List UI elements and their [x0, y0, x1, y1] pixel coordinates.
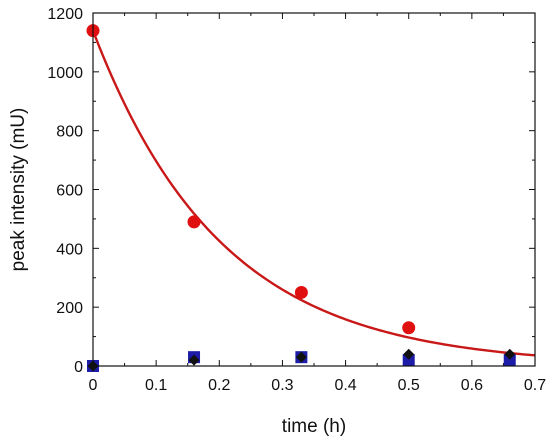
x-tick-label: 0.7	[524, 377, 546, 394]
y-tick-label: 0	[74, 359, 83, 376]
x-tick-label: 0.6	[461, 377, 483, 394]
data-point-square	[402, 354, 415, 367]
x-tick-label: 0.3	[271, 377, 293, 394]
x-axis-label: time (h)	[282, 416, 346, 437]
y-tick-label: 1200	[47, 6, 83, 23]
y-axis-label: peak intensity (mU)	[8, 108, 29, 272]
tick-label-layer: 0 0.1 0.2 0.3 0.4 0.5 0.6 0.7 0 200 400 600 800 1000 1…	[47, 6, 546, 394]
y-tick-label: 800	[56, 124, 83, 141]
fit-curve-line	[91, 30, 536, 357]
x-tick-label: 0.2	[208, 377, 230, 394]
data-point-circle	[187, 215, 201, 229]
data-point-circle	[402, 321, 416, 335]
fit-curve-layer	[91, 30, 536, 357]
tick-layer	[92, 12, 536, 367]
x-tick-label: 0.4	[334, 377, 356, 394]
y-tick-label: 200	[56, 300, 83, 317]
data-point-diamond	[295, 351, 307, 363]
marker-layer	[86, 24, 516, 372]
data-point-diamond	[504, 348, 516, 360]
data-point-circle	[294, 285, 308, 299]
data-point-square	[503, 354, 516, 367]
data-point-diamond	[188, 354, 200, 366]
data-point-diamond	[403, 348, 415, 360]
y-tick-label: 600	[56, 183, 83, 200]
y-tick-label: 1000	[47, 65, 83, 82]
x-tick-label: 0	[89, 377, 98, 394]
plot-frame	[92, 12, 536, 367]
y-tick-label: 400	[56, 241, 83, 258]
x-tick-label: 0.5	[398, 377, 420, 394]
x-tick-label: 0.1	[145, 377, 167, 394]
